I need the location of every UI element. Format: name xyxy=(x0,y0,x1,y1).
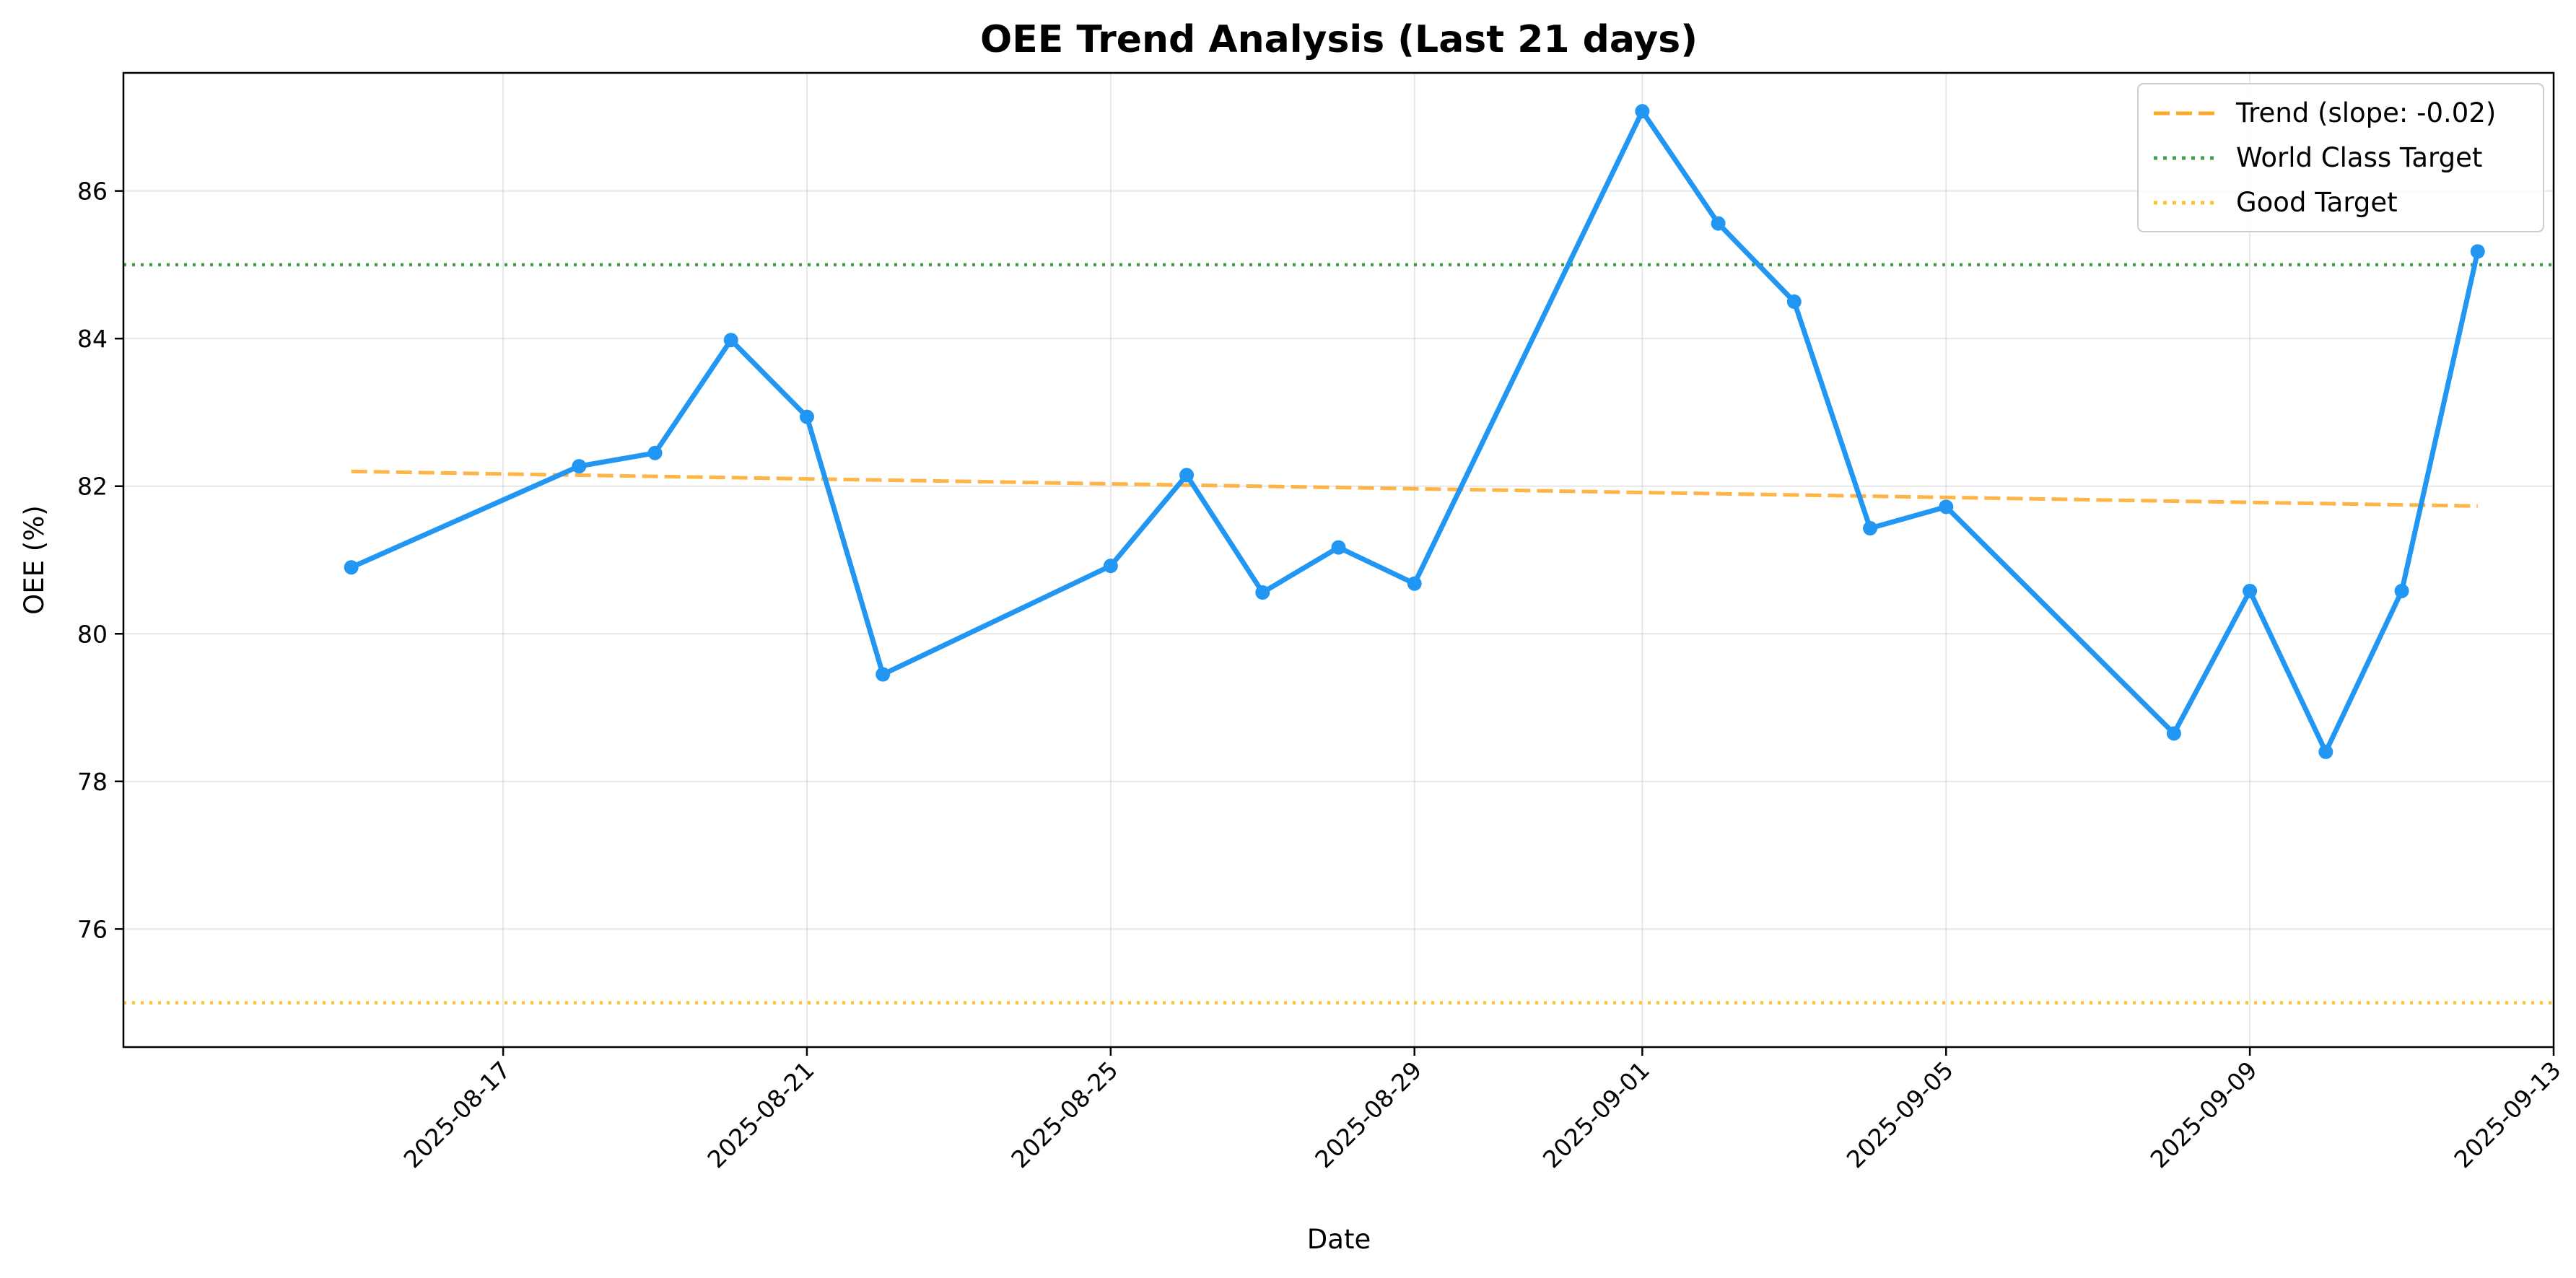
oee-data-point xyxy=(1939,499,1954,515)
oee-data-point xyxy=(876,667,891,682)
trend-line xyxy=(351,469,2478,508)
oee-data-point xyxy=(1711,216,1726,231)
oee-data-point xyxy=(1786,294,1802,310)
oee-data-point xyxy=(1331,540,1346,555)
reference-lines xyxy=(123,263,2554,1005)
trend-line-group xyxy=(351,469,2478,508)
chart-title: OEE Trend Analysis (Last 21 days) xyxy=(980,18,1698,61)
oee-data-point xyxy=(799,409,814,424)
oee-data-point xyxy=(572,459,587,474)
oee-data-point xyxy=(1103,559,1118,574)
legend-box xyxy=(2137,83,2544,232)
y-tick-label: 84 xyxy=(77,325,108,353)
oee-data-point xyxy=(647,445,663,460)
oee-data-point xyxy=(1635,104,1650,119)
oee-data-point xyxy=(2318,744,2333,759)
grid-lines xyxy=(123,73,2554,1047)
plot-area-frame xyxy=(122,71,2555,1049)
y-axis-ticks: 76 78 80 82 84 86 xyxy=(77,178,123,943)
x-axis-label: Date xyxy=(1307,1224,1371,1255)
y-tick-label: 76 xyxy=(77,915,108,943)
oee-data-point xyxy=(2394,583,2409,598)
oee-data-point xyxy=(1255,585,1270,600)
legend-trend-label: Trend (slope: -0.02) xyxy=(2235,97,2496,128)
oee-data-point xyxy=(2470,244,2485,259)
chart-legend: Trend (slope: -0.02) World Class Target … xyxy=(2137,83,2544,232)
oee-series-group xyxy=(344,104,2485,759)
oee-data-point xyxy=(1863,521,1878,536)
oee-data-point xyxy=(723,333,738,348)
oee-data-point xyxy=(2243,583,2258,598)
y-tick-label: 80 xyxy=(77,620,108,648)
y-axis-label: OEE (%) xyxy=(19,505,50,615)
legend-good-target-label: Good Target xyxy=(2236,187,2398,218)
y-tick-label: 78 xyxy=(77,768,108,796)
legend-world-class-label: World Class Target xyxy=(2236,142,2482,173)
oee-data-point xyxy=(1179,468,1195,483)
y-tick-label: 82 xyxy=(77,473,108,501)
oee-data-point xyxy=(1407,576,1422,591)
oee-data-point xyxy=(344,560,359,575)
oee-data-point xyxy=(2166,726,2181,741)
y-tick-label: 86 xyxy=(77,178,108,206)
